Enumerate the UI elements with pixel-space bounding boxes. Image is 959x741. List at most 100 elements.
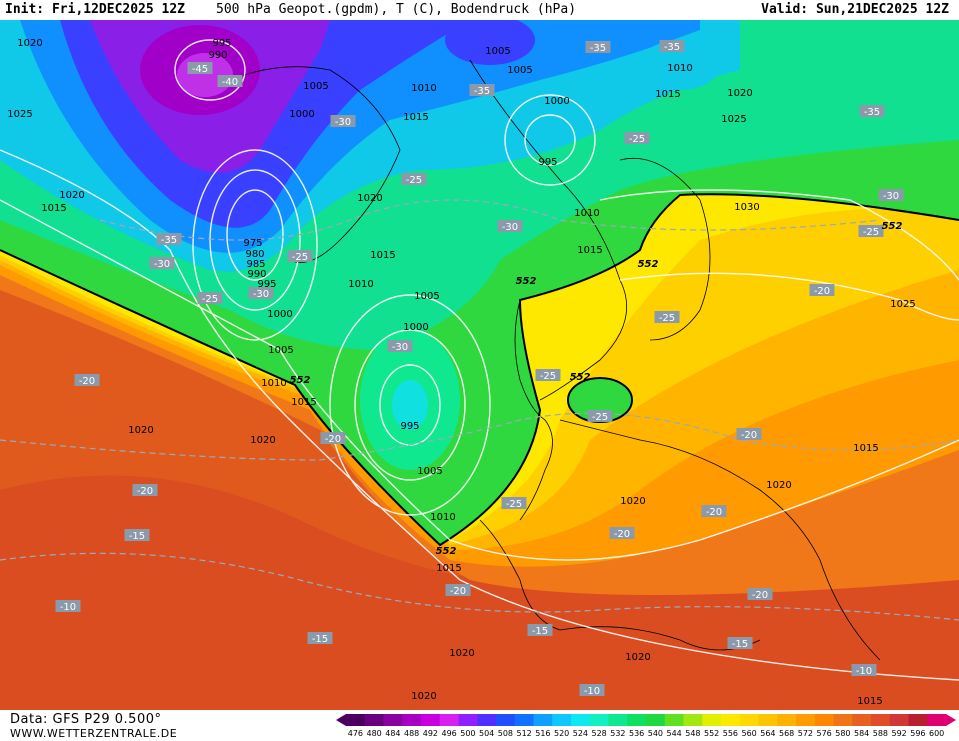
svg-text:-20: -20 <box>79 376 95 387</box>
legend-swatch <box>758 714 778 726</box>
legend-swatch <box>421 714 441 726</box>
website-link[interactable]: WWW.WETTERZENTRALE.DE <box>10 727 178 740</box>
legend-swatch <box>477 714 497 726</box>
legend-value: 480 <box>366 729 382 738</box>
svg-text:-35: -35 <box>161 235 177 246</box>
legend-swatch <box>402 714 422 726</box>
pressure-label: 1005 <box>414 291 439 302</box>
svg-text:-15: -15 <box>312 634 328 645</box>
pressure-label: 1000 <box>403 322 428 333</box>
svg-text:1015: 1015 <box>857 696 882 707</box>
pressure-label: 1005 <box>485 46 510 57</box>
svg-text:-10: -10 <box>60 602 76 613</box>
pressure-label: 1030 <box>734 202 759 213</box>
legend-swatch <box>608 714 628 726</box>
legend-swatch <box>721 714 741 726</box>
svg-text:-30: -30 <box>335 117 351 128</box>
svg-text:-40: -40 <box>222 77 238 88</box>
temperature-label: -30 <box>497 220 523 233</box>
svg-text:1020: 1020 <box>250 435 275 446</box>
svg-text:1000: 1000 <box>267 309 292 320</box>
svg-text:1020: 1020 <box>411 691 436 702</box>
temperature-isolines <box>0 199 959 621</box>
legend-swatch <box>571 714 591 726</box>
isobars <box>0 39 959 681</box>
legend-swatch <box>646 714 666 726</box>
temperature-label: -15 <box>727 637 753 650</box>
legend-value: 580 <box>835 729 851 738</box>
temperature-label: -20 <box>736 428 762 441</box>
legend-value: 588 <box>872 729 889 738</box>
pressure-label: 1020 <box>250 435 275 446</box>
geopotential-label: 552 <box>638 259 659 270</box>
pressure-label: 1005 <box>268 345 293 356</box>
legend-swatch <box>702 714 722 726</box>
svg-text:1015: 1015 <box>403 112 428 123</box>
svg-text:-20: -20 <box>706 507 722 518</box>
legend-swatch <box>458 714 478 726</box>
pressure-label: 990 <box>208 50 227 61</box>
legend-swatch <box>552 714 572 726</box>
pressure-label: 1025 <box>7 109 32 120</box>
pressure-label: 1005 <box>507 65 532 76</box>
svg-text:-25: -25 <box>292 252 308 263</box>
temperature-label: -25 <box>624 132 650 145</box>
legend-value: 556 <box>722 729 739 738</box>
svg-text:552: 552 <box>638 259 659 270</box>
temperature-label: -20 <box>747 588 773 601</box>
temperature-label: -45 <box>187 62 213 75</box>
svg-text:1010: 1010 <box>411 83 436 94</box>
legend-value: 572 <box>797 729 814 738</box>
legend-value: 496 <box>441 729 457 738</box>
legend-swatch <box>496 714 516 726</box>
temperature-label: -25 <box>197 292 223 305</box>
svg-text:-20: -20 <box>741 430 757 441</box>
pressure-label: 1015 <box>291 397 316 408</box>
geopotential-label: 552 <box>290 375 311 386</box>
svg-text:-20: -20 <box>450 586 466 597</box>
temperature-label: -40 <box>217 75 243 88</box>
pressure-label: 1020 <box>766 480 791 491</box>
legend-value: 476 <box>347 729 364 738</box>
svg-text:1010: 1010 <box>430 512 455 523</box>
legend-value: 516 <box>535 729 551 738</box>
valid-time: Valid: Sun,21DEC2025 12Z <box>761 2 949 17</box>
legend-value: 596 <box>910 729 926 738</box>
svg-text:1005: 1005 <box>303 81 328 92</box>
legend-min-arrow <box>336 714 346 726</box>
svg-text:1020: 1020 <box>357 193 382 204</box>
legend-value: 568 <box>778 729 795 738</box>
legend-value: 560 <box>741 729 757 738</box>
legend-swatch <box>833 714 853 726</box>
temperature-label: -15 <box>527 624 553 637</box>
svg-text:-25: -25 <box>506 499 522 510</box>
svg-text:1015: 1015 <box>291 397 316 408</box>
svg-text:-15: -15 <box>129 531 145 542</box>
legend-value: 508 <box>497 729 514 738</box>
svg-text:-25: -25 <box>406 175 422 186</box>
svg-text:1015: 1015 <box>370 250 395 261</box>
svg-text:-10: -10 <box>856 666 872 677</box>
legend-swatch <box>927 714 947 726</box>
map-title: 500 hPa Geopot.(gpdm), T (C), Bodendruck… <box>216 2 577 17</box>
svg-text:1000: 1000 <box>289 109 314 120</box>
svg-text:980: 980 <box>245 249 264 260</box>
map-header: Init: Fri,12DEC2025 12Z 500 hPa Geopot.(… <box>0 0 959 20</box>
pressure-label: 1020 <box>128 425 153 436</box>
svg-text:1000: 1000 <box>544 96 569 107</box>
svg-text:1015: 1015 <box>853 443 878 454</box>
svg-text:-35: -35 <box>590 43 606 54</box>
pressure-label: 1020 <box>17 38 42 49</box>
pressure-label: 1025 <box>721 114 746 125</box>
legend-swatch <box>889 714 909 726</box>
temperature-label: -30 <box>330 115 356 128</box>
legend-value: 584 <box>853 729 870 738</box>
svg-text:-20: -20 <box>752 590 768 601</box>
pressure-label: 1000 <box>289 109 314 120</box>
svg-text:1020: 1020 <box>625 652 650 663</box>
pressure-label: 995 <box>400 421 419 432</box>
pressure-label: 1020 <box>59 190 84 201</box>
temperature-label: -35 <box>859 105 885 118</box>
svg-text:-10: -10 <box>584 686 600 697</box>
legend-swatch <box>514 714 534 726</box>
